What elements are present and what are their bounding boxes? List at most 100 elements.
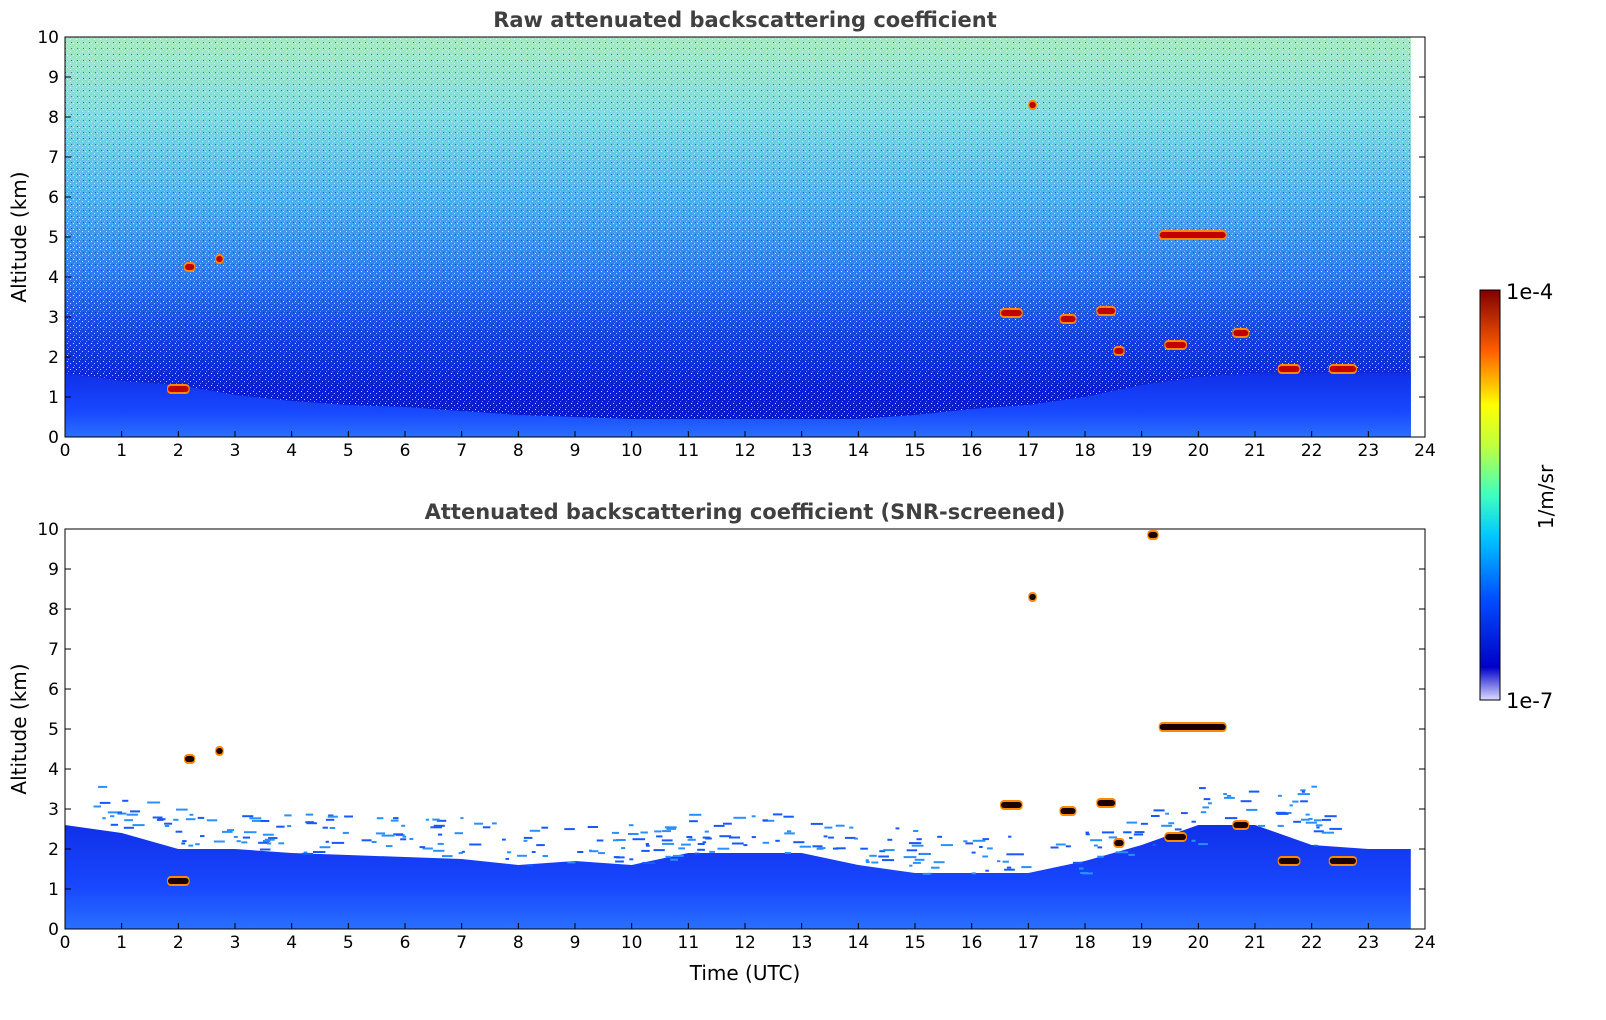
sparse-return	[598, 852, 605, 855]
sparse-return	[1078, 867, 1084, 870]
sparse-return	[385, 845, 393, 848]
sparse-return	[1101, 831, 1115, 834]
cloud-core	[1278, 366, 1300, 372]
sparse-return	[762, 819, 768, 822]
sparse-return	[971, 872, 976, 875]
sparse-return	[640, 831, 648, 834]
sparse-return	[751, 815, 756, 818]
sparse-return	[287, 825, 292, 828]
sparse-return	[301, 852, 314, 855]
x-tick-label: 9	[570, 933, 581, 953]
sparse-return	[433, 824, 445, 827]
sparse-return	[1002, 860, 1009, 863]
sparse-return	[916, 838, 922, 841]
raw-x-ticks: 0 1 2 3 4 5 6 7 8 9 10 11 12 13 14 15 16 17 18 19 20 21 22 23 24	[60, 431, 1436, 461]
colorbar: 1e-4 1e-7 1/m/sr	[1479, 280, 1558, 713]
cloud-core	[1165, 342, 1186, 348]
sparse-return	[717, 847, 730, 850]
sparse-return	[1085, 831, 1089, 834]
sparse-return	[1165, 812, 1170, 815]
sparse-return	[1008, 835, 1012, 838]
sparse-return	[371, 841, 377, 843]
sparse-return	[437, 833, 443, 836]
sparse-return	[627, 833, 639, 835]
sparse-return	[645, 844, 650, 847]
sparse-return	[1276, 812, 1289, 815]
sparse-return	[425, 818, 429, 821]
sparse-return	[1300, 800, 1308, 803]
sparse-return	[124, 819, 133, 822]
sparse-return	[681, 843, 691, 846]
sparse-return	[437, 842, 444, 845]
sparse-return	[1115, 851, 1129, 854]
sparse-return	[920, 852, 930, 855]
screened-y-ticks: 0 1 2 3 4 5 6 7 8 9 10	[37, 520, 1425, 940]
sparse-return	[1073, 861, 1083, 864]
sparse-return	[175, 830, 183, 833]
raw-y-ticks: 0 1 2 3 4 5 6 7 8 9 10	[37, 28, 1425, 448]
sparse-return	[762, 819, 775, 822]
sparse-return	[940, 844, 953, 847]
x-tick-label: 8	[513, 441, 524, 461]
sparse-return	[505, 857, 510, 860]
sparse-return	[156, 818, 164, 821]
x-tick-label: 18	[1074, 933, 1096, 953]
sparse-return	[865, 861, 870, 863]
x-tick-label: 3	[230, 441, 241, 461]
y-tick-label: 7	[48, 148, 59, 168]
sparse-return	[164, 825, 170, 827]
sparse-return	[883, 849, 895, 852]
sparse-return	[729, 836, 740, 839]
sparse-return	[1152, 843, 1156, 846]
sparse-return	[909, 842, 922, 845]
x-tick-label: 0	[60, 933, 71, 953]
sparse-return	[654, 830, 662, 833]
sparse-return	[1123, 831, 1132, 834]
sparse-return	[268, 837, 278, 840]
x-tick-label: 15	[904, 933, 926, 953]
cloud-core	[1060, 316, 1076, 322]
sparse-return	[879, 850, 886, 853]
sparse-return	[1006, 866, 1012, 869]
sparse-return	[1313, 844, 1318, 847]
sparse-return	[849, 826, 854, 829]
cloud-core	[185, 264, 195, 270]
sparse-return	[152, 816, 163, 819]
sparse-return	[914, 858, 925, 861]
x-tick-label: 12	[734, 441, 756, 461]
sparse-return	[461, 850, 465, 853]
y-tick-label: 0	[48, 920, 59, 940]
x-tick-label: 23	[1358, 933, 1380, 953]
sparse-return	[1108, 836, 1118, 839]
sparse-return	[972, 839, 986, 842]
x-tick-label: 22	[1301, 441, 1323, 461]
sparse-return	[123, 826, 134, 829]
sparse-return	[629, 858, 634, 861]
screened-heatmap	[65, 530, 1411, 929]
sparse-return	[656, 835, 663, 838]
x-tick-label: 0	[60, 441, 71, 461]
sparse-return	[517, 854, 527, 857]
x-tick-label: 24	[1414, 441, 1436, 461]
cloud-core	[1159, 232, 1226, 238]
y-tick-label: 1	[48, 388, 59, 408]
sparse-return	[436, 819, 447, 822]
sparse-return	[242, 836, 251, 839]
sparse-return	[1153, 809, 1165, 812]
sparse-return	[1293, 820, 1301, 823]
x-tick-label: 14	[848, 933, 870, 953]
sparse-return	[233, 835, 238, 838]
sparse-return	[326, 818, 335, 821]
sparse-return	[1246, 808, 1258, 811]
sparse-return	[751, 836, 756, 839]
sparse-return	[702, 841, 707, 844]
sparse-return	[869, 854, 877, 857]
sparse-return	[110, 823, 118, 826]
sparse-return	[502, 838, 506, 841]
x-tick-label: 4	[286, 441, 297, 461]
sparse-return	[99, 801, 111, 804]
sparse-return	[176, 808, 188, 811]
screened-cloud-features	[167, 530, 1357, 886]
raw-y-axis-label: Altitude (km)	[7, 171, 31, 302]
